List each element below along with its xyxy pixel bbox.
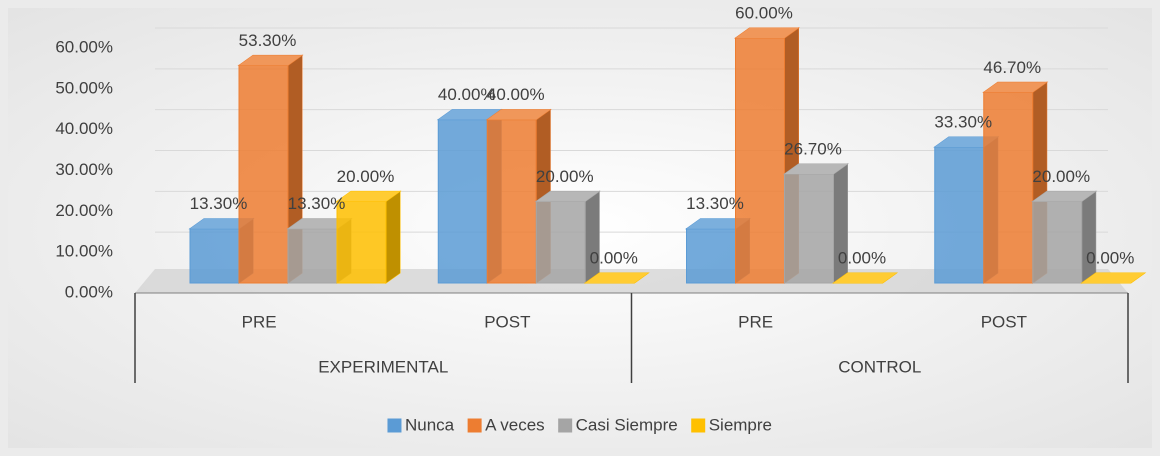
x-tick-label: POST: [484, 312, 530, 331]
bar-top: [335, 190, 402, 202]
bar-top-shade: [337, 191, 400, 202]
x-tick-label: PRE: [242, 312, 277, 331]
bar: [983, 91, 1034, 284]
y-tick-label: 60.00%: [55, 37, 113, 56]
bar-top: [534, 190, 601, 202]
value-label: 20.00%: [337, 167, 395, 186]
bar-top-shade: [686, 218, 750, 229]
bar: [735, 37, 785, 284]
x-tick-label: POST: [981, 312, 1027, 331]
value-label: 53.30%: [239, 31, 297, 50]
value-label: 46.70%: [983, 58, 1041, 77]
value-label: 60.00%: [735, 3, 793, 22]
bar-top: [733, 27, 801, 39]
bar-top-shade: [288, 218, 351, 229]
bar-top: [237, 54, 304, 66]
bar-top-shade: [983, 82, 1047, 93]
legend-label: Casi Siempre: [576, 415, 678, 434]
bar: [238, 64, 289, 284]
bar-top-shade: [585, 273, 649, 283]
bar: [486, 119, 537, 284]
bar-top-shade: [1032, 191, 1096, 202]
legend-swatch: [467, 418, 482, 433]
bar-top-shade: [438, 109, 502, 120]
legend-label: A veces: [485, 415, 545, 434]
value-label: 0.00%: [838, 248, 886, 267]
bar: [287, 228, 338, 284]
value-label: 33.30%: [934, 113, 992, 132]
bar-top: [1080, 272, 1147, 284]
bar: [189, 228, 240, 284]
bar-top: [982, 81, 1049, 93]
x-tick-label: PRE: [738, 312, 773, 331]
value-label: 40.00%: [438, 85, 496, 104]
y-tick-label: 10.00%: [55, 242, 113, 261]
value-label: 40.00%: [487, 85, 545, 104]
bar: [1032, 200, 1083, 284]
bar-side-shade: [386, 191, 400, 283]
bar-top: [1031, 190, 1098, 202]
bar-side-shade: [585, 191, 600, 283]
value-label: 20.00%: [536, 167, 594, 186]
bar-top-shade: [487, 109, 551, 120]
y-tick-label: 30.00%: [55, 160, 113, 179]
y-tick-label: 40.00%: [55, 119, 113, 138]
bar-top: [782, 163, 850, 175]
bar: [934, 146, 985, 284]
bar-top: [583, 272, 650, 284]
bar-top-shade: [190, 218, 253, 229]
bar-top-shade: [833, 273, 897, 283]
group-label: CONTROL: [838, 357, 921, 376]
value-label: 13.30%: [686, 194, 744, 213]
bar-top-shade: [934, 137, 998, 148]
legend-swatch: [558, 418, 573, 433]
bar-top-shade: [784, 163, 848, 174]
y-tick-label: 50.00%: [55, 78, 113, 97]
value-label: 26.70%: [784, 139, 842, 158]
legend-swatch: [691, 418, 706, 433]
value-label: 20.00%: [1032, 167, 1090, 186]
bar-side-shade: [833, 163, 848, 283]
bar-top: [831, 272, 899, 284]
group-label: EXPERIMENTAL: [318, 357, 448, 376]
y-tick-label: 20.00%: [55, 201, 113, 220]
legend-swatch: [387, 418, 402, 433]
bar: [535, 200, 586, 284]
legend-label: Nunca: [405, 415, 455, 434]
bar-top-shade: [735, 28, 799, 38]
bar-top-shade: [1081, 273, 1145, 283]
value-label: 0.00%: [590, 248, 638, 267]
bar-top-shade: [536, 191, 600, 202]
bar-top: [485, 109, 552, 121]
legend-label: Siempre: [709, 415, 772, 434]
value-label: 13.30%: [190, 194, 248, 213]
value-label: 0.00%: [1086, 248, 1134, 267]
bar-top-shade: [239, 55, 302, 66]
bar: [437, 119, 488, 284]
bar-side-shade: [1081, 191, 1096, 283]
bar: [686, 228, 736, 284]
bar: [784, 173, 834, 284]
value-label: 13.30%: [288, 194, 346, 213]
y-tick-label: 0.00%: [65, 282, 113, 301]
bar: [336, 200, 387, 284]
